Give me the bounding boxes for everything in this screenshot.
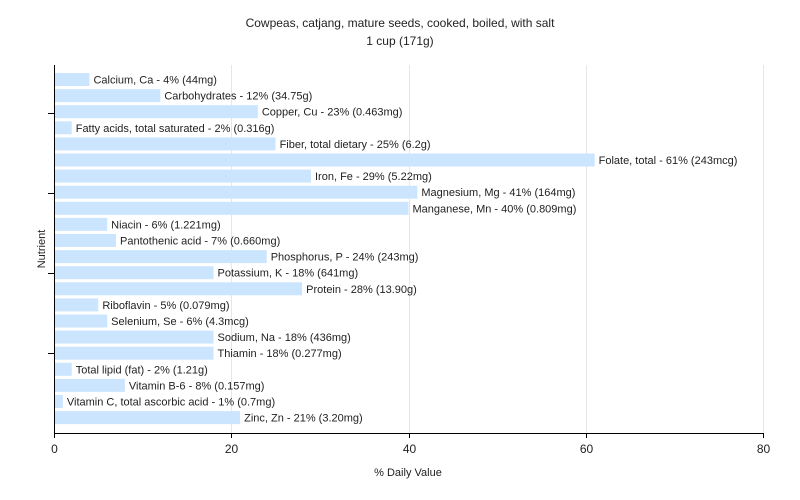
- bar: [55, 298, 99, 312]
- bar-label: Riboflavin - 5% (0.079mg): [102, 300, 229, 312]
- bar-label: Copper, Cu - 23% (0.463mg): [262, 107, 403, 119]
- x-tick-label: 0: [51, 442, 58, 456]
- bar: [55, 282, 303, 296]
- x-axis-ticks: 0 20 40 60 80: [51, 433, 770, 456]
- y-axis-title: Nutrient: [36, 230, 48, 269]
- bar: [55, 105, 258, 119]
- bar: [55, 89, 161, 103]
- bar-label: Folate, total - 61% (243mcg): [599, 155, 738, 167]
- bar-label: Iron, Fe - 29% (5.22mg): [315, 171, 432, 183]
- bar: [55, 266, 214, 280]
- bar: [55, 153, 595, 167]
- bar: [55, 137, 276, 151]
- bar: [55, 395, 63, 408]
- x-tick-label: 80: [757, 442, 771, 456]
- bar: [55, 250, 267, 264]
- bar: [55, 330, 214, 344]
- bar-label: Vitamin B-6 - 8% (0.157mg): [129, 380, 265, 392]
- bar-label: Sodium, Na - 18% (436mg): [218, 332, 351, 344]
- chart-title: Cowpeas, catjang, mature seeds, cooked, …: [246, 16, 556, 30]
- bar-label: Niacin - 6% (1.221mg): [111, 219, 220, 231]
- bar-label: Zinc, Zn - 21% (3.20mg): [244, 413, 363, 425]
- bar-label: Calcium, Ca - 4% (44mg): [93, 75, 216, 87]
- bar-label: Potassium, K - 18% (641mg): [218, 268, 359, 280]
- bar: [55, 169, 312, 183]
- bar: [55, 217, 108, 231]
- grid-lines: [231, 65, 764, 433]
- bar: [55, 185, 418, 199]
- chart-subtitle: 1 cup (171g): [366, 34, 433, 48]
- bar-label: Protein - 28% (13.90g): [306, 284, 417, 296]
- bar-label: Manganese, Mn - 40% (0.809mg): [413, 203, 577, 215]
- bar: [55, 346, 214, 360]
- bar-label: Total lipid (fat) - 2% (1.21g): [76, 364, 208, 376]
- bar: [55, 234, 117, 247]
- bar-labels-group: Calcium, Ca - 4% (44mg) Carbohydrates - 1…: [67, 75, 738, 425]
- bars-group: [55, 73, 595, 425]
- bar: [55, 378, 125, 392]
- bar-label: Fatty acids, total saturated - 2% (0.316…: [76, 123, 275, 135]
- x-axis-title: % Daily Value: [374, 467, 442, 479]
- bar: [55, 314, 108, 328]
- bar: [55, 201, 409, 215]
- bar: [55, 73, 90, 86]
- x-tick-label: 40: [403, 442, 417, 456]
- bar-label: Selenium, Se - 6% (4.3mcg): [111, 316, 249, 328]
- bar-label: Fiber, total dietary - 25% (6.2g): [280, 139, 431, 151]
- bar-label: Thiamin - 18% (0.277mg): [218, 348, 342, 360]
- bar-label: Carbohydrates - 12% (34.75g): [164, 91, 312, 103]
- bar: [55, 362, 72, 376]
- bar-label: Vitamin C, total ascorbic acid - 1% (0.7…: [67, 397, 275, 409]
- x-tick-label: 60: [580, 442, 594, 456]
- bar-label: Phosphorus, P - 24% (243mg): [271, 252, 419, 264]
- bar: [55, 121, 72, 135]
- y-axis-ticks: [48, 113, 54, 354]
- bar-label: Magnesium, Mg - 41% (164mg): [421, 187, 575, 199]
- x-tick-label: 20: [225, 442, 239, 456]
- bar: [55, 411, 241, 425]
- bar-label: Pantothenic acid - 7% (0.660mg): [120, 236, 280, 248]
